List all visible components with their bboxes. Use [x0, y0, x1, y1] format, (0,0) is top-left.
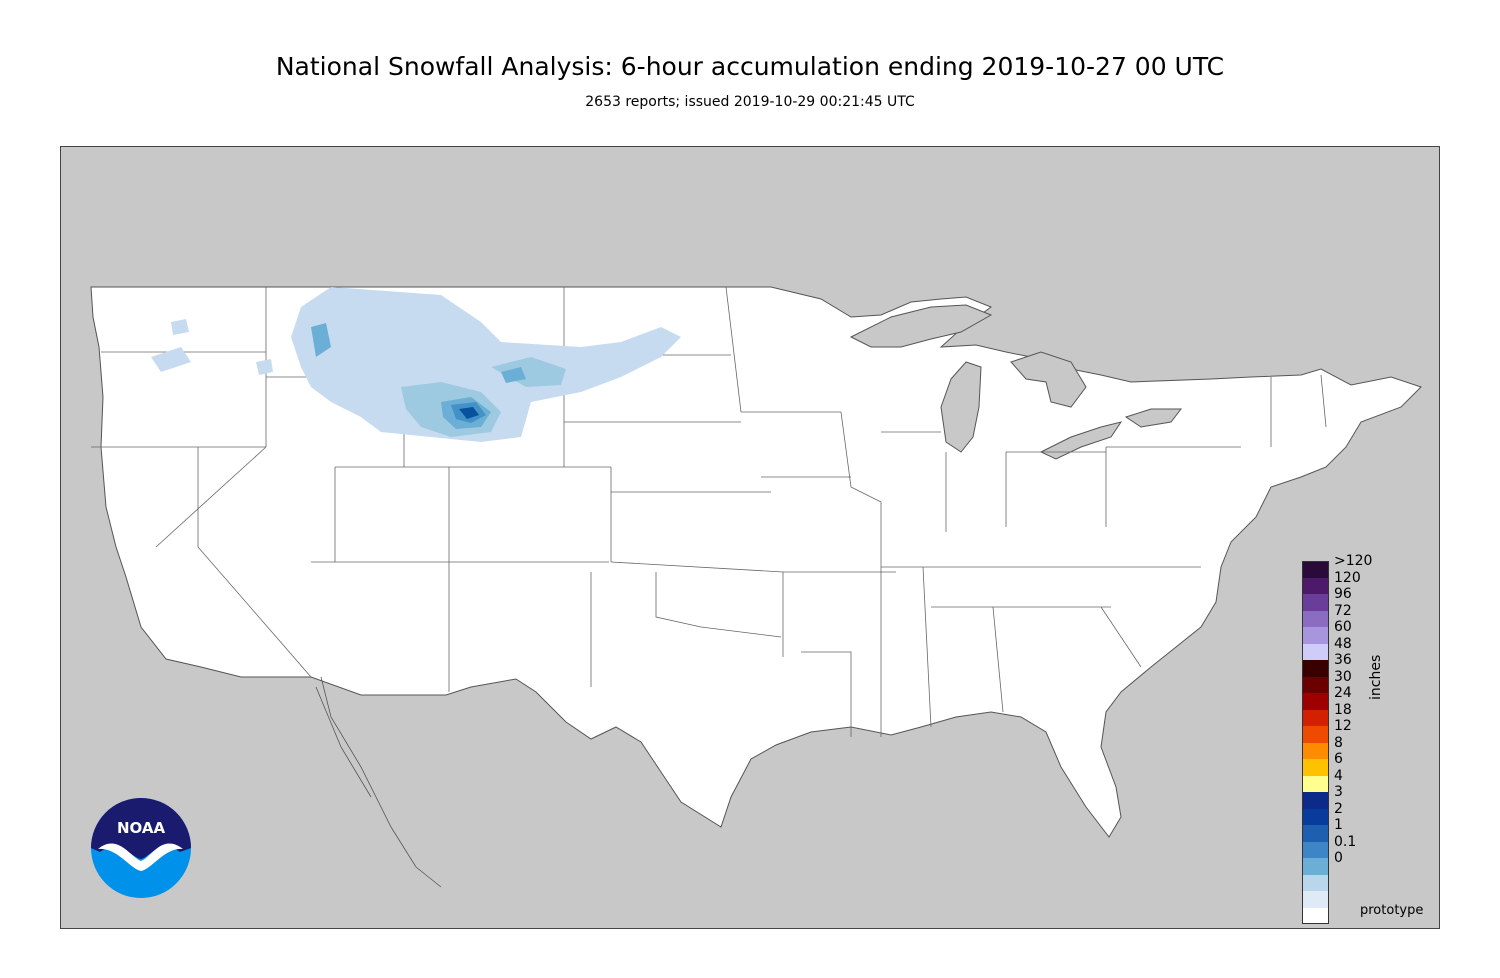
noaa-logo-text: NOAA: [117, 819, 166, 837]
colorbar-swatch: [1302, 610, 1329, 627]
colorbar-swatch: [1302, 874, 1329, 891]
colorbar-tick-label: 24: [1334, 685, 1352, 701]
colorbar-tick-label: 96: [1334, 586, 1352, 602]
coastlines: [315, 676, 442, 888]
colorbar-tick-label: 48: [1334, 635, 1352, 652]
colorbar-unit-label: inches: [1368, 654, 1384, 700]
colorbar-tick-label: 30: [1334, 668, 1352, 685]
colorbar-swatch: [1302, 907, 1329, 924]
lake-huron: [1010, 351, 1087, 408]
colorbar-tick-label: 8: [1334, 734, 1343, 751]
colorbar-swatch: [1302, 709, 1329, 726]
colorbar-tick-label: 36: [1334, 652, 1352, 668]
colorbar-tick-label: 72: [1334, 602, 1352, 619]
colorbar-swatch: [1302, 643, 1329, 660]
colorbar-swatch: [1302, 891, 1329, 908]
colorbar-swatch: [1302, 676, 1329, 693]
us-map: [90, 286, 1422, 888]
colorbar-swatch: [1302, 742, 1329, 759]
lake-erie: [1039, 421, 1123, 460]
colorbar-swatch: [1302, 808, 1329, 825]
colorbar-tick-label: 6: [1334, 751, 1343, 767]
colorbar-tick-label: 18: [1334, 701, 1352, 718]
lake-ontario: [1124, 408, 1183, 428]
colorbar-tick-label: 60: [1334, 619, 1352, 635]
us-land: [90, 286, 1422, 838]
colorbar-swatch: [1302, 858, 1329, 875]
colorbar-swatch: [1302, 726, 1329, 743]
colorbar-tick-label: 0: [1334, 850, 1343, 866]
colorbar-tick-label: >120: [1334, 553, 1373, 569]
colorbar-swatch: [1302, 759, 1329, 776]
snowfall-field: [151, 287, 681, 442]
colorbar-tick-label: 2: [1334, 800, 1343, 817]
colorbar-swatch: [1302, 825, 1329, 842]
colorbar-swatch: [1302, 561, 1329, 578]
colorbar-swatch: [1302, 841, 1329, 858]
colorbar-swatch: [1302, 775, 1329, 792]
colorbar-tick-label: 0.1: [1334, 833, 1357, 850]
colorbar-tick-label: 12: [1334, 718, 1352, 734]
prototype-note: prototype: [1360, 903, 1424, 918]
map-subtitle: 2653 reports; issued 2019-10-29 00:21:45…: [585, 94, 915, 110]
colorbar-swatch: [1302, 660, 1329, 677]
colorbar-swatch: [1302, 627, 1329, 644]
map-title: National Snowfall Analysis: 6-hour accum…: [275, 52, 1225, 81]
map-panel: [60, 146, 1440, 929]
colorbar-swatch: [1302, 594, 1329, 611]
noaa-logo: NOAA: [90, 797, 192, 899]
colorbar-swatch: [1302, 577, 1329, 594]
lake-superior: [849, 304, 993, 348]
colorbar-tick-label: 3: [1334, 784, 1343, 800]
colorbar-tick-label: 1: [1334, 817, 1343, 833]
colorbar-swatch: [1302, 693, 1329, 710]
colorbar-tick-label: 4: [1334, 767, 1343, 784]
lake-michigan: [940, 361, 982, 453]
colorbar-swatch: [1302, 792, 1329, 809]
colorbar-tick-label: 120: [1334, 569, 1361, 586]
